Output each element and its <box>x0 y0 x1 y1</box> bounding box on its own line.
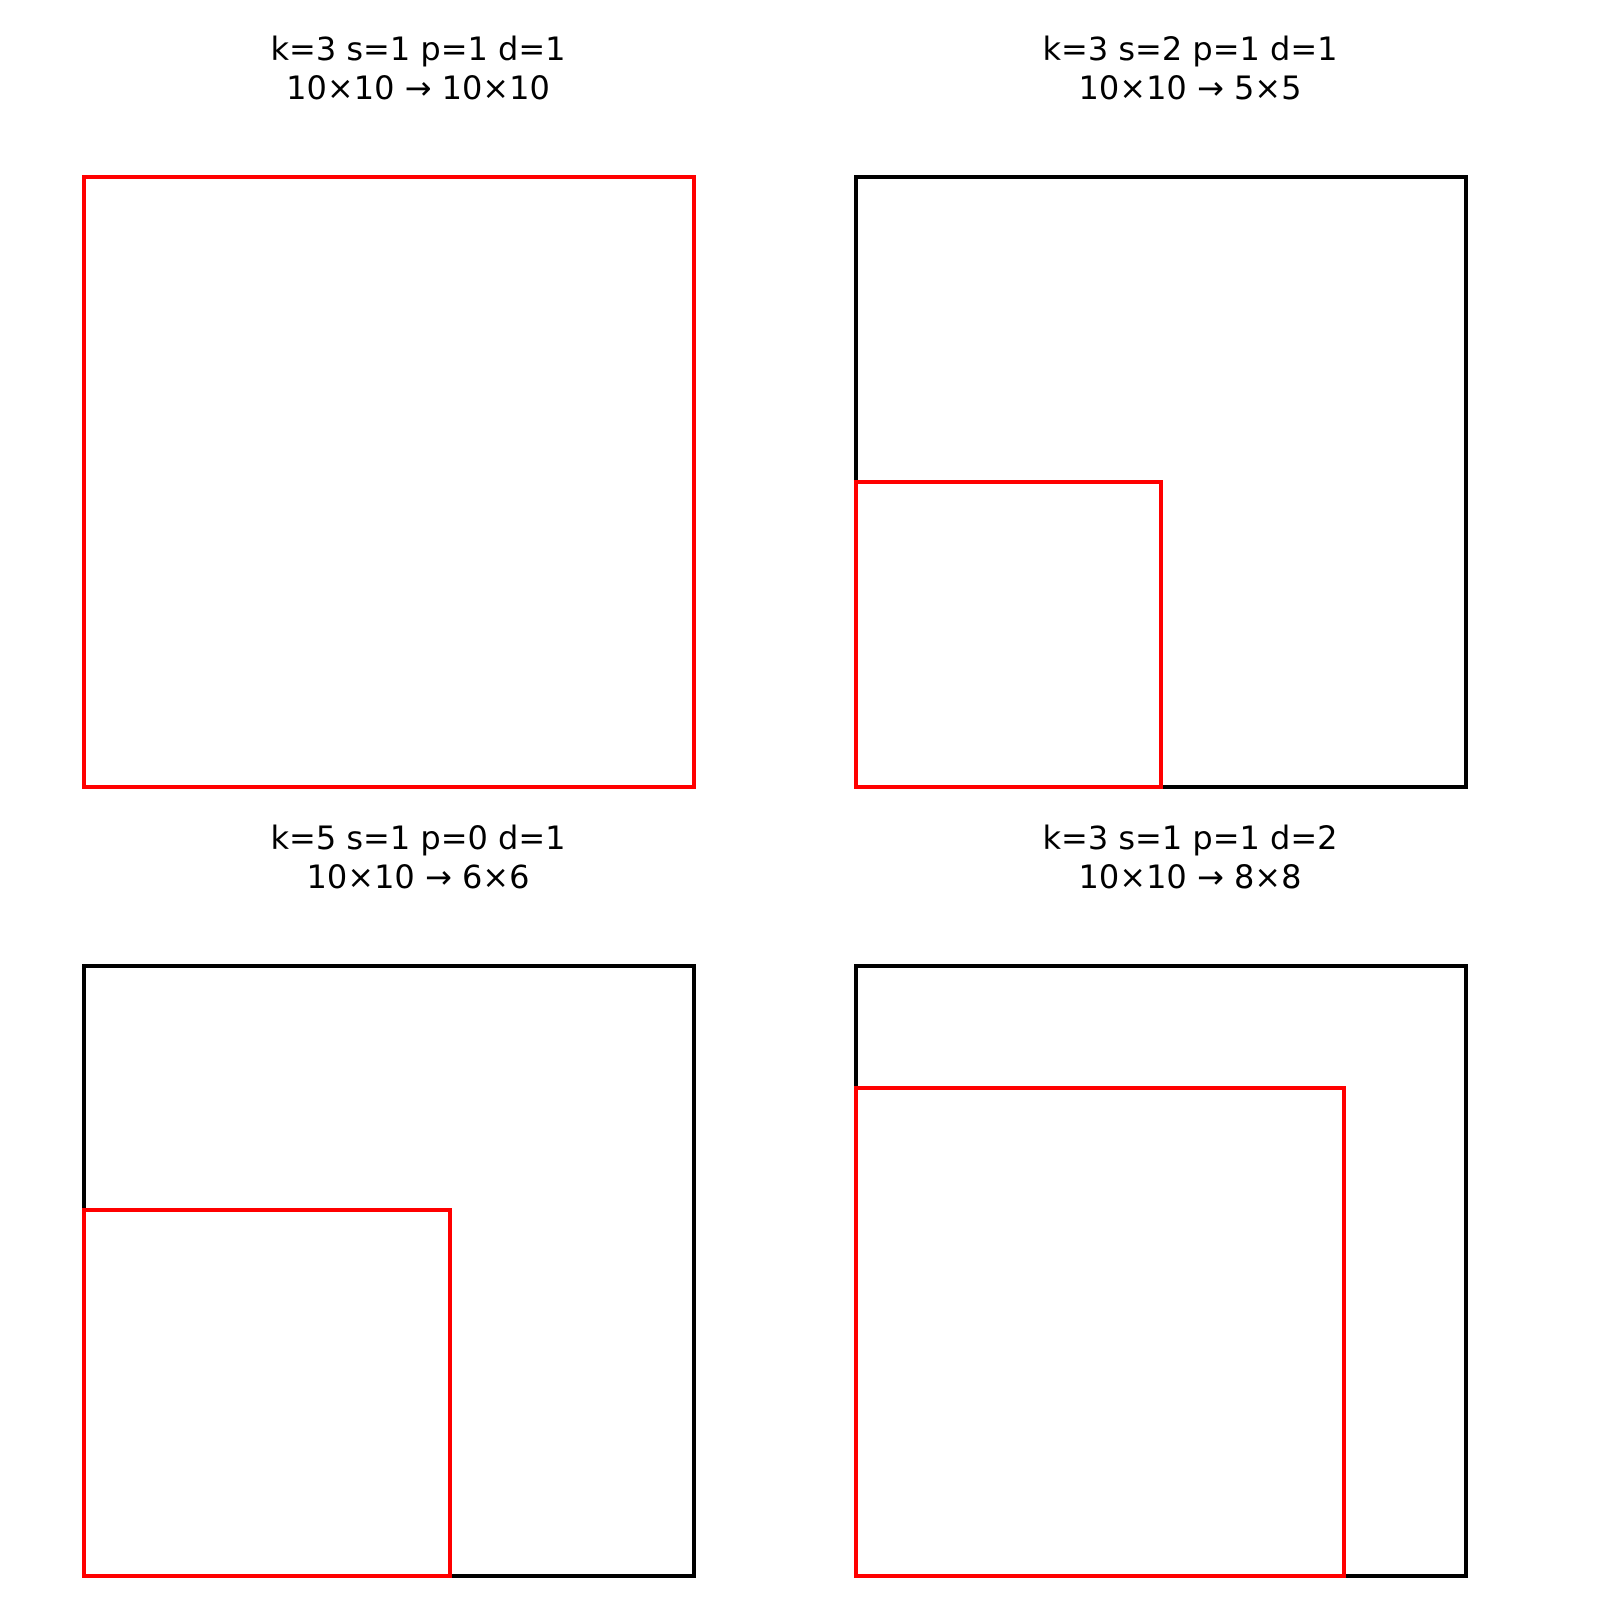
panel-dilation-2: k=3 s=1 p=1 d=2 10×10 → 8×8 <box>854 819 1468 1578</box>
output-grid-outline <box>854 480 1163 789</box>
panel-shape-label: 10×10 → 10×10 <box>286 69 550 107</box>
output-grid-outline <box>82 175 696 789</box>
panel-shape-label: 10×10 → 6×6 <box>307 858 530 896</box>
panel-params-label: k=3 s=2 p=1 d=1 <box>1042 30 1337 68</box>
input-grid-outline <box>854 964 1468 1578</box>
panel-same-padding: k=3 s=1 p=1 d=1 10×10 → 10×10 <box>82 30 696 789</box>
panel-params-label: k=3 s=1 p=1 d=1 <box>270 30 565 68</box>
panel-shape-label: 10×10 → 5×5 <box>1079 69 1302 107</box>
panel-no-padding: k=5 s=1 p=0 d=1 10×10 → 6×6 <box>82 819 696 1578</box>
panel-params-label: k=3 s=1 p=1 d=2 <box>1042 819 1337 857</box>
panel-stride-2: k=3 s=2 p=1 d=1 10×10 → 5×5 <box>854 30 1468 789</box>
input-grid-outline <box>82 175 696 789</box>
output-grid-outline <box>854 1086 1346 1578</box>
panel-params-label: k=5 s=1 p=0 d=1 <box>270 819 565 857</box>
panel-shape-label: 10×10 → 8×8 <box>1079 858 1302 896</box>
output-grid-outline <box>82 1208 452 1578</box>
input-grid-outline <box>82 964 696 1578</box>
